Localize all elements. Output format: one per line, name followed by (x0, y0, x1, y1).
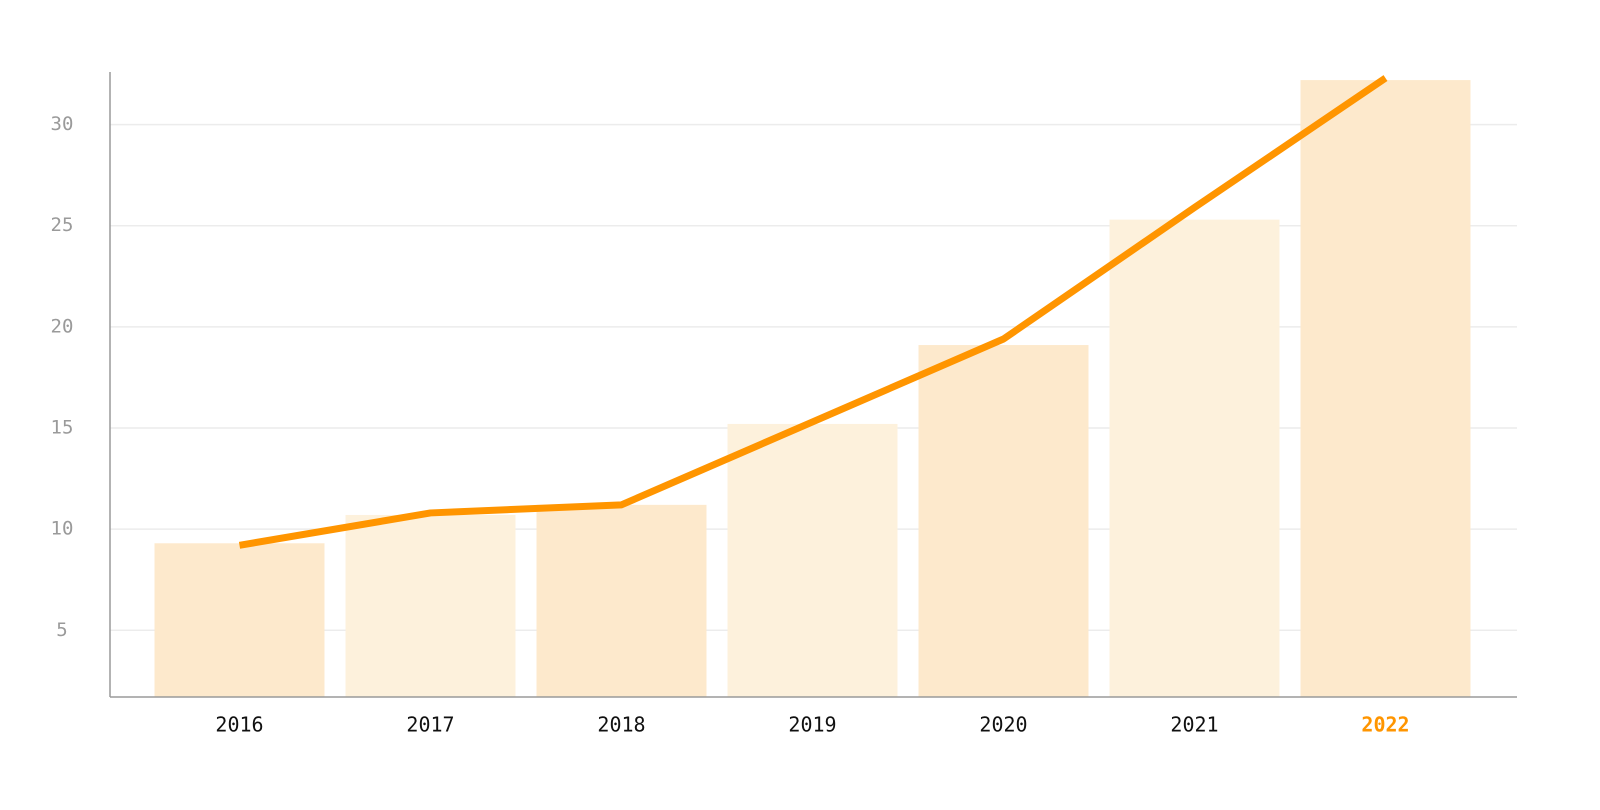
x-tick-label: 2016 (215, 713, 263, 737)
trend-line (238, 75, 1388, 549)
x-tick-label: 2020 (979, 713, 1027, 737)
bar (345, 514, 516, 697)
x-tick-label: 2022 (1361, 713, 1409, 737)
bar (1109, 219, 1280, 697)
bar (727, 423, 898, 697)
bar (536, 504, 707, 697)
y-tick-label: 30 (51, 113, 74, 135)
x-tick-label: 2019 (788, 713, 836, 737)
bar (1300, 80, 1471, 697)
bar (154, 543, 325, 697)
x-tick-label: 2017 (406, 713, 454, 737)
y-tick-label: 5 (56, 619, 67, 641)
y-tick-label: 20 (51, 315, 74, 337)
x-tick-label: 2021 (1170, 713, 1218, 737)
y-tick-label: 25 (51, 214, 74, 236)
y-tick-label: 10 (51, 518, 74, 540)
x-tick-label: 2018 (597, 713, 645, 737)
bar (918, 345, 1089, 697)
y-tick-label: 15 (51, 416, 74, 438)
